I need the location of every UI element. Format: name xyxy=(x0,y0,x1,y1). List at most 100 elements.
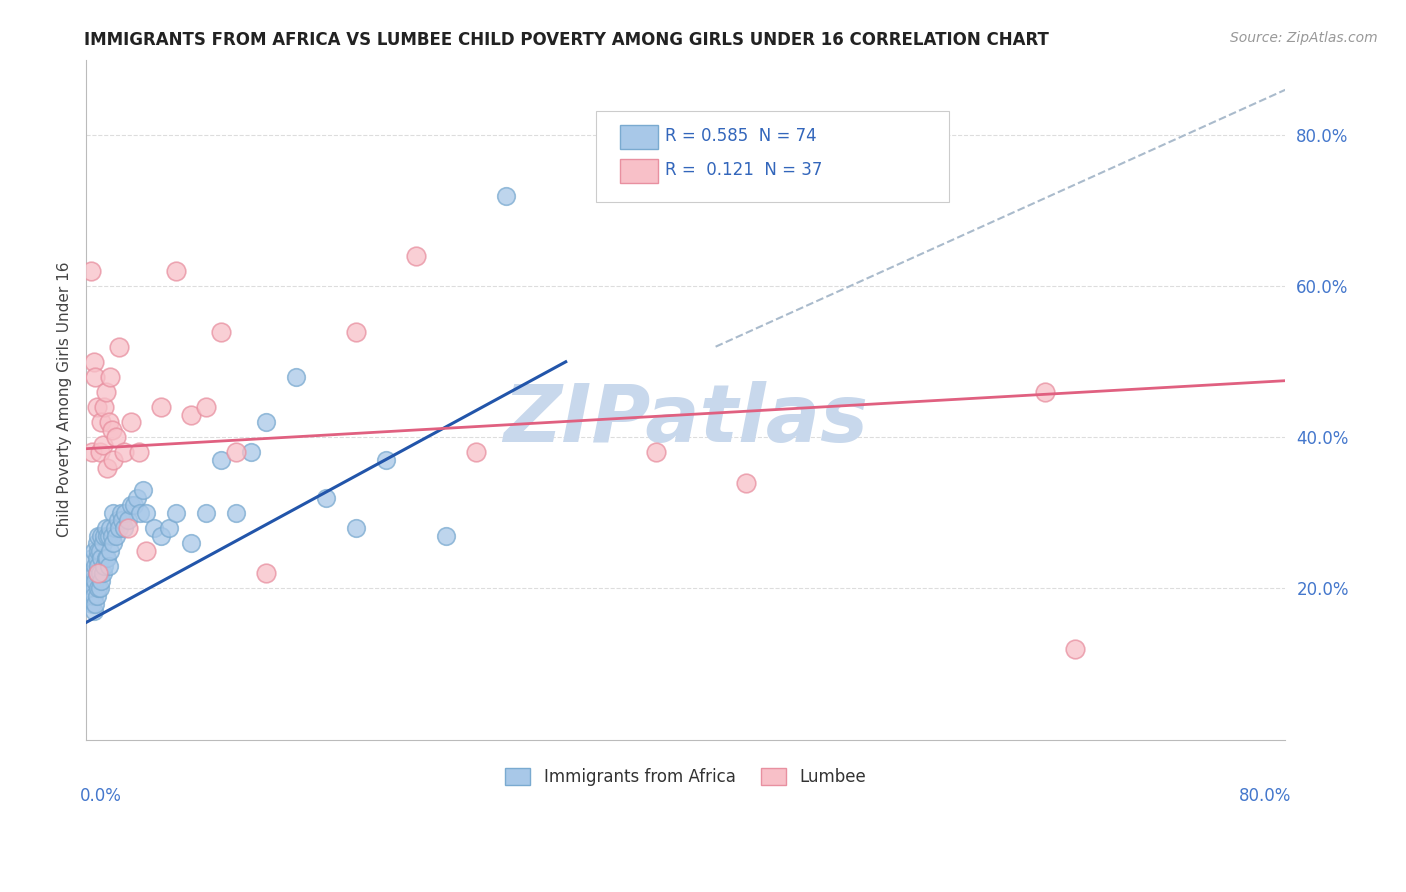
FancyBboxPatch shape xyxy=(620,159,658,184)
Point xyxy=(117,513,139,527)
Point xyxy=(103,521,125,535)
Point xyxy=(150,528,173,542)
Point xyxy=(91,536,114,550)
Point xyxy=(100,528,122,542)
Point xyxy=(83,566,105,581)
Point xyxy=(107,513,129,527)
Text: ZIPatlas: ZIPatlas xyxy=(503,381,868,459)
Point xyxy=(132,483,155,498)
Point xyxy=(84,558,107,573)
Point xyxy=(87,582,110,596)
Point xyxy=(101,453,124,467)
Point xyxy=(284,370,307,384)
Point xyxy=(94,521,117,535)
Point xyxy=(89,543,111,558)
Point xyxy=(87,566,110,581)
Point xyxy=(105,528,128,542)
Point xyxy=(120,499,142,513)
Point xyxy=(374,453,396,467)
Point xyxy=(101,506,124,520)
Point xyxy=(101,536,124,550)
Point xyxy=(90,551,112,566)
Text: R =  0.121  N = 37: R = 0.121 N = 37 xyxy=(665,161,823,179)
Point xyxy=(86,536,108,550)
Point xyxy=(105,430,128,444)
Point xyxy=(157,521,180,535)
Point xyxy=(254,415,277,429)
Point xyxy=(98,370,121,384)
FancyBboxPatch shape xyxy=(620,125,658,149)
Text: 0.0%: 0.0% xyxy=(80,787,122,805)
Point xyxy=(120,415,142,429)
Point xyxy=(86,400,108,414)
Point xyxy=(94,384,117,399)
Point xyxy=(135,506,157,520)
Point xyxy=(97,558,120,573)
Text: 80.0%: 80.0% xyxy=(1239,787,1291,805)
Point xyxy=(90,528,112,542)
Point xyxy=(86,566,108,581)
Point xyxy=(83,543,105,558)
Text: Source: ZipAtlas.com: Source: ZipAtlas.com xyxy=(1230,31,1378,45)
Point xyxy=(87,558,110,573)
Point xyxy=(79,566,101,581)
Point xyxy=(87,543,110,558)
Point xyxy=(80,445,103,459)
Point xyxy=(79,589,101,603)
Point xyxy=(90,574,112,588)
Point xyxy=(97,528,120,542)
Point xyxy=(344,325,367,339)
Point xyxy=(180,536,202,550)
Point xyxy=(239,445,262,459)
Point xyxy=(89,445,111,459)
Point xyxy=(80,574,103,588)
Point xyxy=(93,400,115,414)
Point xyxy=(112,521,135,535)
Point xyxy=(98,521,121,535)
Point xyxy=(111,513,134,527)
Point xyxy=(80,597,103,611)
Legend: Immigrants from Africa, Lumbee: Immigrants from Africa, Lumbee xyxy=(499,761,873,792)
Point xyxy=(315,491,337,505)
Point xyxy=(91,438,114,452)
Point xyxy=(89,582,111,596)
Point xyxy=(94,551,117,566)
Point xyxy=(112,445,135,459)
Point xyxy=(254,566,277,581)
Point xyxy=(405,249,427,263)
Text: IMMIGRANTS FROM AFRICA VS LUMBEE CHILD POVERTY AMONG GIRLS UNDER 16 CORRELATION : IMMIGRANTS FROM AFRICA VS LUMBEE CHILD P… xyxy=(84,31,1049,49)
Point xyxy=(434,528,457,542)
Point xyxy=(96,528,118,542)
Point xyxy=(93,558,115,573)
Point xyxy=(79,264,101,278)
Point xyxy=(135,543,157,558)
Point xyxy=(80,551,103,566)
Point xyxy=(87,528,110,542)
Point xyxy=(129,506,152,520)
Point xyxy=(195,506,218,520)
Point xyxy=(180,408,202,422)
Point xyxy=(108,521,131,535)
Point xyxy=(209,325,232,339)
Text: R = 0.585  N = 74: R = 0.585 N = 74 xyxy=(665,128,817,145)
Point xyxy=(122,499,145,513)
Point xyxy=(1064,641,1087,656)
Point xyxy=(77,582,100,596)
Point xyxy=(225,506,247,520)
Point xyxy=(97,415,120,429)
Point xyxy=(165,264,187,278)
Point xyxy=(96,460,118,475)
Point xyxy=(108,340,131,354)
Point xyxy=(84,574,107,588)
Point xyxy=(128,445,150,459)
Point xyxy=(195,400,218,414)
Point xyxy=(734,475,756,490)
Point xyxy=(110,506,132,520)
Point xyxy=(225,445,247,459)
Point xyxy=(83,355,105,369)
Point xyxy=(98,543,121,558)
Point xyxy=(91,566,114,581)
Point xyxy=(86,589,108,603)
Point xyxy=(344,521,367,535)
Point xyxy=(125,491,148,505)
